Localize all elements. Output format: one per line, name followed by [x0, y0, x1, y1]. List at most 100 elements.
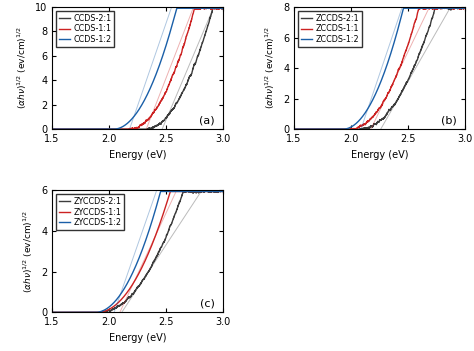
ZYCCDS-1:2 [220, 189, 226, 193]
ZCCDS-1:2 [304, 127, 310, 131]
ZYCCDS-1:1 [69, 310, 75, 314]
ZCCDS-1:2 [364, 109, 369, 113]
ZCCDS-1:2 [462, 6, 467, 10]
CCDS-1:1 [146, 116, 152, 120]
CCDS-2:1 [210, 5, 216, 9]
ZCCDS-2:1 [291, 127, 297, 131]
ZYCCDS-1:1 [63, 310, 68, 314]
ZYCCDS-2:1 [49, 310, 55, 314]
ZCCDS-1:1 [370, 114, 376, 118]
ZCCDS-1:1 [311, 127, 317, 131]
ZCCDS-1:1 [459, 5, 465, 9]
ZCCDS-1:2 [291, 127, 297, 131]
ZYCCDS-1:2 [158, 189, 164, 193]
ZCCDS-1:2 [370, 97, 376, 101]
CCDS-1:1 [69, 127, 75, 131]
Line: CCDS-2:1: CCDS-2:1 [52, 7, 223, 129]
CCDS-1:2 [69, 127, 75, 131]
CCDS-1:2 [220, 6, 226, 10]
ZCCDS-2:1 [367, 125, 373, 130]
Legend: ZCCDS-2:1, ZCCDS-1:1, ZCCDS-1:2: ZCCDS-2:1, ZCCDS-1:1, ZCCDS-1:2 [298, 11, 362, 47]
Line: ZYCCDS-1:2: ZYCCDS-1:2 [52, 191, 223, 312]
CCDS-2:1 [146, 126, 152, 130]
CCDS-1:2 [128, 118, 134, 122]
ZYCCDS-2:1 [220, 189, 226, 193]
ZYCCDS-1:2 [146, 228, 152, 232]
ZCCDS-2:1 [388, 106, 394, 111]
ZYCCDS-1:2 [128, 274, 134, 278]
ZYCCDS-1:2 [122, 286, 128, 290]
Y-axis label: $(\alpha h\nu)^{1/2}$ (ev/cm)$^{1/2}$: $(\alpha h\nu)^{1/2}$ (ev/cm)$^{1/2}$ [22, 210, 36, 293]
ZYCCDS-1:1 [128, 285, 134, 289]
CCDS-1:2 [174, 6, 180, 10]
CCDS-1:1 [218, 5, 223, 9]
CCDS-1:2 [63, 127, 68, 131]
ZCCDS-2:1 [370, 124, 376, 128]
ZCCDS-1:2 [388, 50, 394, 54]
CCDS-2:1 [69, 127, 75, 131]
ZCCDS-1:1 [367, 118, 373, 122]
CCDS-1:1 [49, 127, 55, 131]
ZCCDS-2:1 [364, 126, 369, 131]
ZCCDS-2:1 [462, 6, 467, 10]
ZCCDS-2:1 [433, 5, 439, 9]
Text: (c): (c) [200, 299, 215, 309]
Line: CCDS-1:1: CCDS-1:1 [52, 7, 223, 129]
CCDS-1:1 [128, 127, 134, 131]
ZCCDS-1:1 [364, 121, 369, 125]
X-axis label: Energy (eV): Energy (eV) [109, 150, 166, 160]
ZCCDS-1:2 [311, 127, 317, 131]
ZYCCDS-1:2 [63, 310, 68, 314]
ZYCCDS-2:1 [128, 294, 134, 298]
CCDS-1:1 [122, 127, 128, 131]
ZCCDS-1:2 [401, 6, 406, 10]
CCDS-1:1 [125, 127, 131, 131]
ZCCDS-1:2 [367, 103, 373, 107]
ZYCCDS-1:2 [125, 280, 131, 284]
ZYCCDS-2:1 [122, 300, 128, 305]
Legend: ZYCCDS-2:1, ZYCCDS-1:1, ZYCCDS-1:2: ZYCCDS-2:1, ZYCCDS-1:1, ZYCCDS-1:2 [56, 194, 124, 230]
X-axis label: Energy (eV): Energy (eV) [109, 333, 166, 343]
Text: (a): (a) [200, 115, 215, 126]
ZYCCDS-2:1 [204, 188, 210, 192]
CCDS-1:1 [63, 127, 68, 131]
Line: CCDS-1:2: CCDS-1:2 [52, 8, 223, 129]
Line: ZYCCDS-2:1: ZYCCDS-2:1 [52, 190, 223, 312]
CCDS-2:1 [125, 127, 131, 131]
CCDS-1:2 [146, 89, 152, 93]
ZYCCDS-1:1 [125, 289, 131, 293]
Y-axis label: $(\alpha h\nu)^{1/2}$ (ev/cm)$^{1/2}$: $(\alpha h\nu)^{1/2}$ (ev/cm)$^{1/2}$ [264, 27, 277, 110]
ZYCCDS-1:1 [49, 310, 55, 314]
CCDS-1:1 [220, 6, 226, 10]
CCDS-2:1 [63, 127, 68, 131]
ZCCDS-2:1 [304, 127, 310, 131]
Line: ZCCDS-1:1: ZCCDS-1:1 [294, 7, 465, 129]
ZYCCDS-1:2 [49, 310, 55, 314]
Legend: CCDS-2:1, CCDS-1:1, CCDS-1:2: CCDS-2:1, CCDS-1:1, CCDS-1:2 [56, 11, 114, 47]
ZYCCDS-1:1 [220, 189, 226, 193]
ZCCDS-1:1 [388, 85, 394, 89]
ZCCDS-1:1 [291, 127, 297, 131]
Text: (b): (b) [441, 115, 457, 126]
CCDS-1:2 [122, 124, 128, 128]
CCDS-2:1 [49, 127, 55, 131]
ZYCCDS-2:1 [63, 310, 68, 314]
CCDS-2:1 [122, 127, 128, 131]
Line: ZYCCDS-1:1: ZYCCDS-1:1 [52, 191, 223, 312]
ZYCCDS-1:1 [122, 294, 128, 298]
ZYCCDS-2:1 [69, 310, 75, 314]
CCDS-1:2 [49, 127, 55, 131]
ZYCCDS-2:1 [146, 268, 152, 272]
Line: ZCCDS-2:1: ZCCDS-2:1 [294, 7, 465, 129]
Y-axis label: $(\alpha h\nu)^{1/2}$ (ev/cm)$^{1/2}$: $(\alpha h\nu)^{1/2}$ (ev/cm)$^{1/2}$ [16, 27, 29, 110]
ZCCDS-2:1 [311, 127, 317, 131]
ZYCCDS-1:1 [167, 189, 173, 193]
CCDS-2:1 [128, 127, 134, 131]
Line: ZCCDS-1:2: ZCCDS-1:2 [294, 8, 465, 129]
ZYCCDS-1:1 [146, 250, 152, 254]
ZCCDS-1:1 [462, 5, 467, 9]
ZYCCDS-2:1 [125, 296, 131, 300]
CCDS-1:2 [125, 121, 131, 125]
CCDS-2:1 [220, 6, 226, 11]
ZCCDS-1:1 [304, 127, 310, 131]
